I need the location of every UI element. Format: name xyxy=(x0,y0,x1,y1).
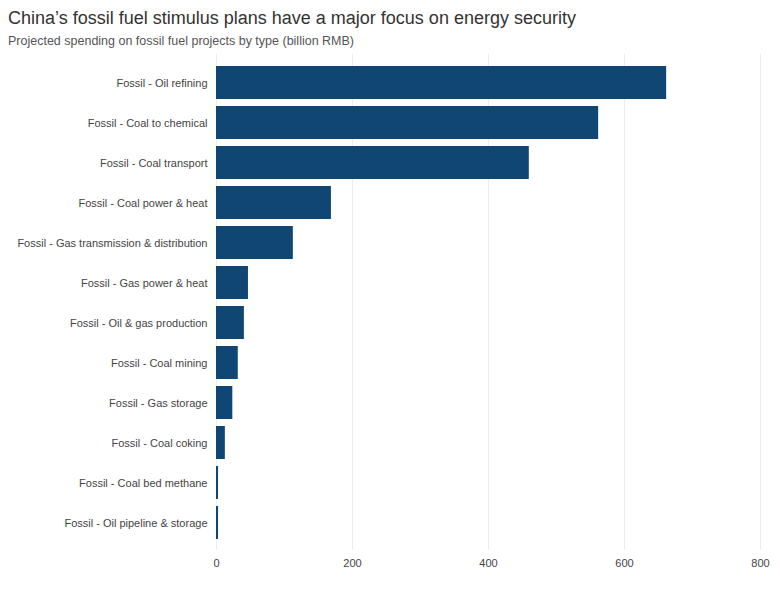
svg-text:Fossil - Oil & gas production: Fossil - Oil & gas production xyxy=(70,317,208,329)
html-text:Projected spending on fossil f: Projected spending on fossil fuel projec… xyxy=(8,34,354,48)
html-text:China’s fossil fuel stimulus p: China’s fossil fuel stimulus plans have … xyxy=(8,8,576,28)
svg-text:Fossil - Coal mining: Fossil - Coal mining xyxy=(111,357,208,369)
svg-text:200: 200 xyxy=(343,557,361,569)
svg-text:Fossil - Coal power & heat: Fossil - Coal power & heat xyxy=(79,197,208,209)
svg-text:Fossil - Gas storage: Fossil - Gas storage xyxy=(109,397,207,409)
svg-text:Fossil - Gas power & heat: Fossil - Gas power & heat xyxy=(81,277,208,289)
svg-text:Fossil - Coal to chemical: Fossil - Coal to chemical xyxy=(88,117,208,129)
svg-text:800: 800 xyxy=(751,557,769,569)
svg-text:400: 400 xyxy=(479,557,497,569)
svg-text:Fossil - Coal bed methane: Fossil - Coal bed methane xyxy=(79,477,207,489)
svg-text:Fossil - Coal coking: Fossil - Coal coking xyxy=(112,437,208,449)
svg-text:0: 0 xyxy=(213,557,219,569)
svg-text:Fossil - Coal transport: Fossil - Coal transport xyxy=(100,157,208,169)
svg-text:Fossil - Oil pipeline & storag: Fossil - Oil pipeline & storage xyxy=(64,517,207,529)
svg-text:Fossil - Gas transmission & di: Fossil - Gas transmission & distribution xyxy=(17,237,207,249)
svg-text:600: 600 xyxy=(615,557,633,569)
svg-text:Fossil - Oil refining: Fossil - Oil refining xyxy=(116,77,207,89)
